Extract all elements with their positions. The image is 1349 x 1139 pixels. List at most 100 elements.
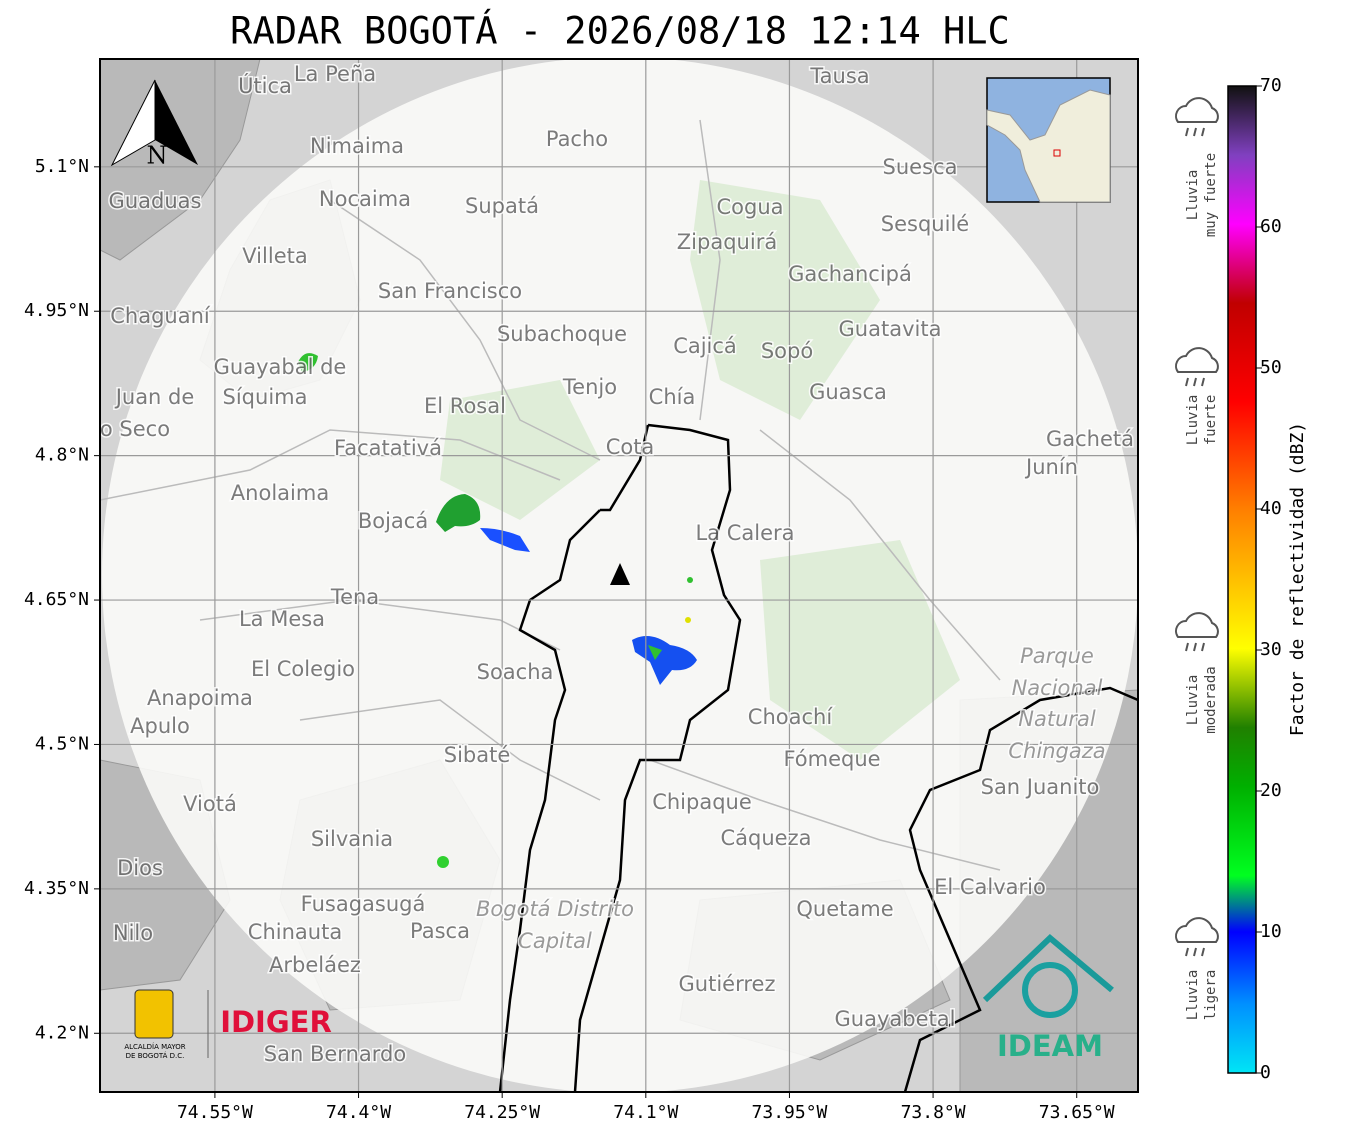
y-tick-label: 4.65°N (24, 589, 89, 610)
place-label: El Rosal (424, 394, 506, 418)
place-label: Choachí (748, 705, 834, 729)
place-label: Guayabal de (214, 355, 347, 379)
place-label: Cota (606, 435, 655, 459)
y-tick-label: 4.2°N (35, 1022, 89, 1043)
place-label: Soacha (477, 660, 554, 684)
x-tick-label: 73.65°W (1039, 1102, 1115, 1123)
rain-icon (1185, 947, 1205, 957)
category-label: ligera (1203, 970, 1219, 1021)
place-label: La Mesa (239, 607, 325, 631)
place-label: Cajicá (673, 334, 737, 358)
inset-map (986, 77, 1111, 203)
place-label: Nocaima (319, 187, 411, 211)
place-label: La Calera (695, 521, 794, 545)
rain-category: Lluvia moderada (1175, 612, 1219, 734)
category-label: fuerte (1203, 395, 1219, 446)
colorbar-tick-label: 30 (1260, 639, 1282, 660)
place-label: Pasca (410, 919, 470, 943)
rain-category: Lluvia fuerte (1175, 347, 1219, 446)
rain-category: Lluvia muy fuerte (1175, 97, 1219, 237)
place-label: Suesca (883, 155, 958, 179)
place-label: Sopó (761, 339, 813, 363)
y-tick-label: 4.5°N (35, 733, 89, 754)
x-tick-label: 73.95°W (752, 1102, 828, 1123)
colorbar-tick-label: 0 (1260, 1062, 1271, 1083)
colorbar-tick-label: 40 (1260, 498, 1282, 519)
radar-site (610, 563, 630, 585)
category-label: moderada (1203, 666, 1219, 733)
x-tick-label: 74.55°W (177, 1102, 253, 1123)
colorbar-tick-label: 20 (1260, 780, 1282, 801)
place-label: Villeta (242, 244, 307, 268)
vegetation (440, 180, 960, 760)
place-label: Facatativá (334, 436, 442, 460)
category-label: Lluvia (1185, 970, 1201, 1021)
place-label: Chipaque (652, 790, 752, 814)
municipal-borders (100, 119, 1001, 871)
north-label: N (147, 142, 168, 170)
rain-category: Lluvia ligera (1175, 917, 1219, 1021)
place-label: Útica (238, 73, 292, 98)
place-label: Dios (117, 856, 163, 880)
x-tick-label: 73.8°W (901, 1102, 966, 1123)
place-label: Chingaza (1008, 739, 1105, 763)
place-label: Chía (649, 385, 696, 409)
district-border (498, 423, 742, 1092)
place-label: Pacho (546, 127, 608, 151)
place-label: Tena (330, 585, 379, 609)
place-label: Guaduas (109, 189, 202, 213)
place-label: Nacional (1012, 676, 1103, 700)
map-frame (99, 58, 1139, 1093)
cloud-icon (1175, 612, 1219, 638)
place-label: Silvania (311, 827, 393, 851)
colorbar (1227, 85, 1257, 1074)
colorbar-tick-label: 60 (1260, 216, 1282, 237)
logo-text: DE BOGOTÁ D.C. (126, 1051, 185, 1060)
place-label: Arbeláez (269, 953, 361, 977)
place-label: Anolaima (231, 481, 329, 505)
place-label: Guayabetal (835, 1007, 956, 1031)
x-tick-label: 74.1°W (613, 1102, 678, 1123)
rain-icon (1185, 377, 1205, 387)
place-label: Apulo (130, 714, 190, 738)
place-label: San Bernardo (264, 1042, 406, 1066)
cloud-icon (1175, 917, 1219, 943)
category-label: muy fuerte (1203, 153, 1219, 237)
place-label: Bojacá (358, 509, 428, 533)
place-label: Quetame (796, 897, 893, 921)
place-label: Cogua (716, 195, 783, 219)
place-label: Viotá (183, 792, 237, 816)
place-label: Guasca (809, 380, 887, 404)
title: RADAR BOGOTÁ - 2026/08/18 12:14 HLC (230, 9, 1010, 53)
place-label: o Seco (100, 417, 170, 441)
logo-alcaldia: ALCALDÍA MAYOR DE BOGOTÁ D.C. IDIGER (124, 989, 332, 1060)
place-label: Bogotá Distrito (476, 897, 634, 921)
x-tick-label: 74.4°W (326, 1102, 391, 1123)
y-tick-label: 5.1°N (35, 156, 89, 177)
department-border (903, 686, 1138, 1092)
place-label: Chaguaní (110, 304, 211, 328)
place-label: El Calvario (934, 875, 1046, 899)
place-label: San Francisco (378, 279, 522, 303)
place-label: Natural (1018, 707, 1096, 731)
y-tick-label: 4.8°N (35, 445, 89, 466)
place-label: Junín (1024, 455, 1078, 479)
logo-ideam: IDEAM (982, 933, 1114, 1063)
place-label: Chinauta (248, 920, 342, 944)
colorbar-tick-label: 50 (1260, 357, 1282, 378)
rain-icon (1185, 642, 1205, 652)
place-label: Zipaquirá (677, 230, 777, 254)
colorbar-tick-label: 10 (1260, 921, 1282, 942)
north-arrow: N (110, 79, 198, 170)
cloud-icon (1175, 97, 1219, 123)
place-label: Gachetá (1046, 427, 1134, 451)
place-label: Gachancipá (788, 262, 912, 286)
radar-echoes (298, 353, 697, 868)
category-label: Lluvia (1185, 170, 1201, 221)
place-label: Fusagasugá (301, 892, 426, 916)
place-label: Parque (1020, 644, 1094, 668)
place-label: Tausa (809, 64, 869, 88)
colorbar-tick-label: 70 (1260, 75, 1282, 96)
